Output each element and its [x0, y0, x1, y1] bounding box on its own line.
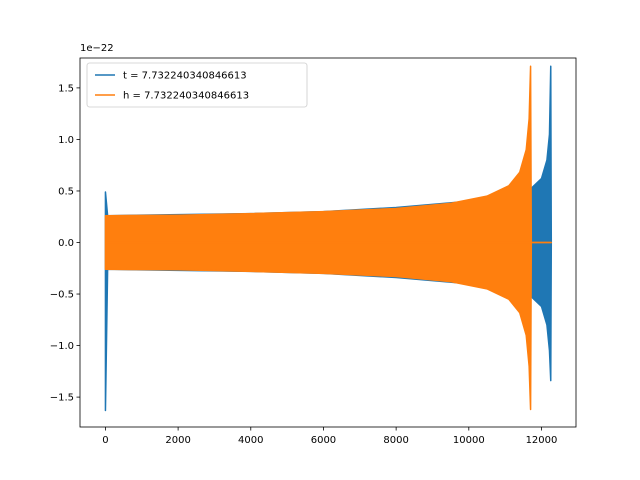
legend: t = 7.732240340846613 h = 7.7322403408466… — [86, 62, 308, 108]
legend-box — [86, 62, 308, 108]
y-offset-label: 1e−22 — [80, 43, 114, 54]
x-tick-label: 6000 — [311, 435, 336, 446]
x-axis: 0 2000 4000 6000 8000 10000 12000 — [102, 427, 557, 446]
y-tick-label: −0.5 — [50, 290, 74, 301]
legend-label: h = 7.732240340846613 — [123, 91, 249, 102]
x-tick-label: 12000 — [526, 435, 558, 446]
y-tick-label: 1.0 — [58, 135, 74, 146]
y-tick-label: −1.5 — [50, 393, 74, 404]
y-tick-label: 1.5 — [58, 83, 74, 94]
y-tick-label: −1.0 — [50, 341, 74, 352]
series-2 — [104, 65, 553, 411]
y-axis: −1.5 −1.0 −0.5 0.0 0.5 1.0 1.5 — [50, 83, 80, 404]
x-tick-label: 4000 — [238, 435, 263, 446]
y-tick-label: 0.0 — [58, 238, 74, 249]
x-tick-label: 0 — [102, 435, 108, 446]
x-tick-label: 8000 — [383, 435, 408, 446]
series-layer — [104, 65, 553, 412]
x-tick-label: 2000 — [165, 435, 190, 446]
x-tick-label: 10000 — [453, 435, 485, 446]
y-tick-label: 0.5 — [58, 186, 74, 197]
legend-label: t = 7.732240340846613 — [123, 71, 247, 82]
